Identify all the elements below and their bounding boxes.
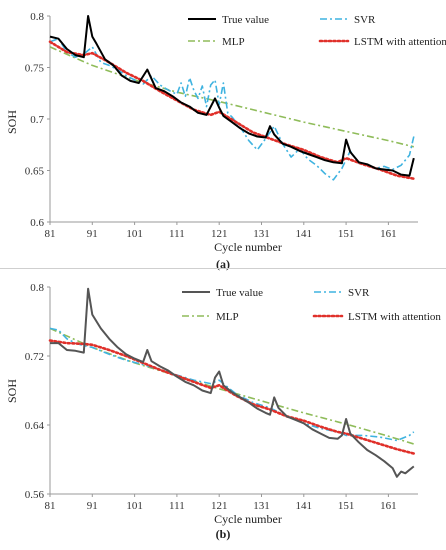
chart-a-y-axis-title: SOH (5, 110, 19, 134)
chart-b-svg: 0.56 0.64 0.72 0.8 81 91 101 111 121 131 141 151 161… (5, 282, 441, 541)
chart-b-x-tick-label: 81 (45, 500, 56, 512)
chart-b-x-tick-label: 111 (169, 500, 185, 512)
chart-a-series-svr (49, 37, 415, 181)
chart-a-x-tick-label: 101 (126, 228, 143, 240)
chart-a-x-tick-label: 141 (296, 228, 313, 240)
chart-b-y-tick-label: 0.72 (25, 351, 44, 363)
chart-b-x-tick-label: 151 (338, 500, 355, 512)
chart-a-x-tick-label: 111 (169, 228, 185, 240)
chart-b-x-tick-label: 161 (380, 500, 397, 512)
chart-a-legend-label-lstm-with-attention: LSTM with attention (354, 36, 446, 48)
chart-a-x-tick-label: 151 (338, 228, 355, 240)
chart-b-legend-label-mlp: MLP (216, 311, 239, 323)
chart-b-legend-label-lstm-with-attention: LSTM with attention (348, 311, 441, 323)
chart-b-y-tick-label: 0.64 (25, 420, 45, 432)
chart-a-series-mlp (49, 46, 414, 148)
chart-b-caption: (b) (216, 527, 231, 541)
chart-b-x-tick-label: 131 (253, 500, 270, 512)
chart-b-x-tick-label: 91 (87, 500, 98, 512)
chart-b-y-tick-label: 0.56 (25, 489, 45, 501)
chart-b-legend-label-true-value: True value (216, 287, 263, 299)
chart-a-legend-label-svr: SVR (354, 14, 376, 26)
chart-a-caption: (a) (216, 257, 230, 271)
chart-a-y-tick-label: 0.8 (30, 11, 44, 23)
chart-a-x-tick-label: 81 (45, 228, 56, 240)
chart-a-y-tick-label: 0.6 (30, 217, 44, 229)
chart-b-series-mlp (49, 327, 415, 445)
chart-a-x-tick-label: 131 (253, 228, 270, 240)
chart-b-y-tick-label: 0.8 (30, 282, 44, 294)
chart-b-series-lstm-with-attention (48, 339, 416, 455)
chart-b-y-axis-title: SOH (5, 379, 19, 403)
chart-a-y-tick-label: 0.7 (30, 114, 44, 126)
panel-divider (0, 268, 446, 269)
chart-b-x-tick-label: 141 (296, 500, 313, 512)
chart-a-x-tick-label: 121 (211, 228, 228, 240)
chart-a-series-true-value (49, 15, 415, 177)
chart-panel-a: 0.6 0.65 0.7 0.75 0.8 81 91 101 111 121 131 141 151 1… (5, 11, 446, 271)
chart-b-series-true-value (50, 287, 415, 478)
chart-a-svg: 0.6 0.65 0.7 0.75 0.8 81 91 101 111 121 131 141 151 1… (5, 11, 446, 271)
chart-a-x-tick-label: 91 (87, 228, 98, 240)
chart-panel-b: 0.56 0.64 0.72 0.8 81 91 101 111 121 131 141 151 161… (0, 275, 446, 550)
chart-a-legend-label-mlp: MLP (222, 36, 245, 48)
chart-b-series-svr (49, 327, 415, 442)
chart-b-x-tick-label: 101 (126, 500, 143, 512)
chart-b-legend-label-svr: SVR (348, 287, 370, 299)
chart-a-y-tick-label: 0.65 (25, 166, 45, 178)
chart-a-x-tick-label: 161 (380, 228, 397, 240)
chart-a-y-tick-label: 0.75 (25, 63, 45, 75)
chart-a-x-axis-title: Cycle number (214, 240, 282, 254)
chart-a-series-lstm-with-attention (48, 40, 416, 180)
chart-b-x-tick-label: 121 (211, 500, 228, 512)
chart-b-x-axis-title: Cycle number (214, 512, 282, 526)
chart-a-legend-label-true-value: True value (222, 14, 269, 26)
